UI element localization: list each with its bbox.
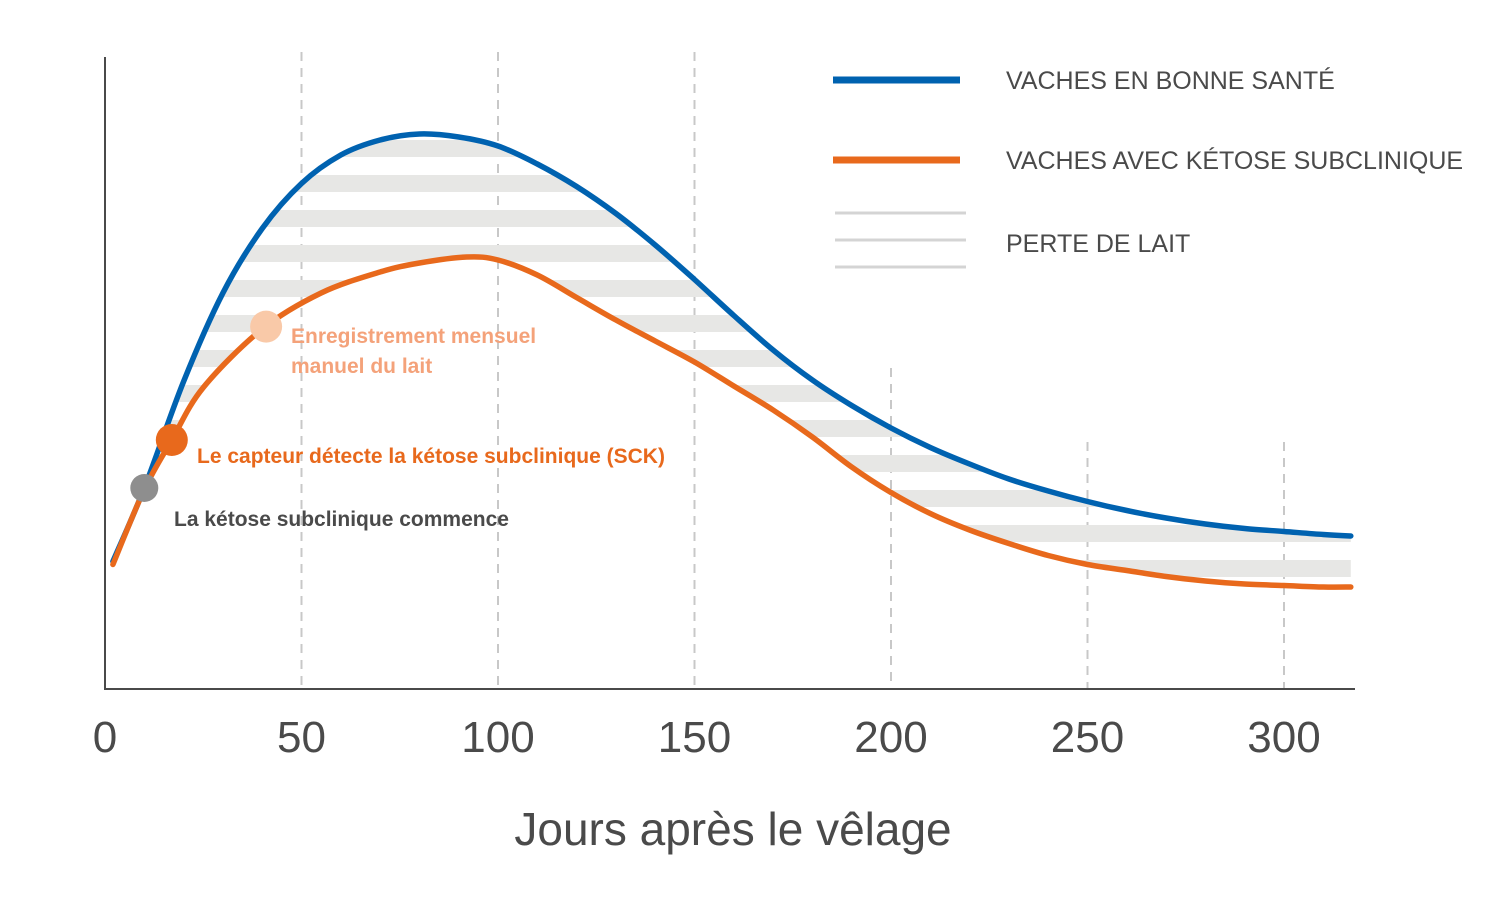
legend-swatch-milk-loss	[835, 211, 966, 269]
x-tick-label-200: 200	[854, 713, 927, 762]
legend-label-milk-loss: PERTE DE LAIT	[1006, 230, 1190, 258]
series-lines	[110, 131, 1354, 590]
annotation-monthly-recording-line-1: Enregistrement mensuel	[291, 325, 536, 348]
marker-sck-starts	[130, 474, 159, 502]
x-tick-label-50: 50	[277, 713, 326, 762]
x-axis-title: Jours après le vêlage	[514, 803, 951, 855]
annotations: La kétose subclinique commence Le capteur…	[130, 310, 665, 531]
series-line-ketosis	[110, 254, 1354, 590]
milk-loss-area	[128, 134, 1351, 587]
x-tick-label-100: 100	[461, 713, 534, 762]
annotation-monthly-recording-line-2: manuel du lait	[291, 355, 432, 378]
legend-label-healthy: VACHES EN BONNE SANTÉ	[1006, 66, 1335, 95]
x-tick-label-0: 0	[93, 713, 117, 762]
x-tick-label-250: 250	[1051, 713, 1124, 762]
legend-label-ketosis: VACHES AVEC KÉTOSE SUBCLINIQUE	[1006, 146, 1463, 175]
legend: VACHES EN BONNE SANTÉ VACHES AVEC KÉTOSE…	[833, 66, 1463, 269]
x-tick-labels: 0 50 100 150 200 250 300	[93, 713, 1321, 762]
x-tick-label-150: 150	[658, 713, 731, 762]
annotation-sensor-detects: Le capteur détecte la kétose subclinique…	[197, 445, 665, 468]
vertical-gridlines	[300, 52, 1285, 689]
marker-sensor-detects	[155, 424, 188, 456]
annotation-sck-starts: La kétose subclinique commence	[174, 508, 509, 531]
milk-loss-fill	[128, 134, 1351, 587]
series-line-healthy	[110, 131, 1354, 565]
x-tick-label-300: 300	[1247, 713, 1320, 762]
marker-monthly-recording	[250, 310, 283, 343]
